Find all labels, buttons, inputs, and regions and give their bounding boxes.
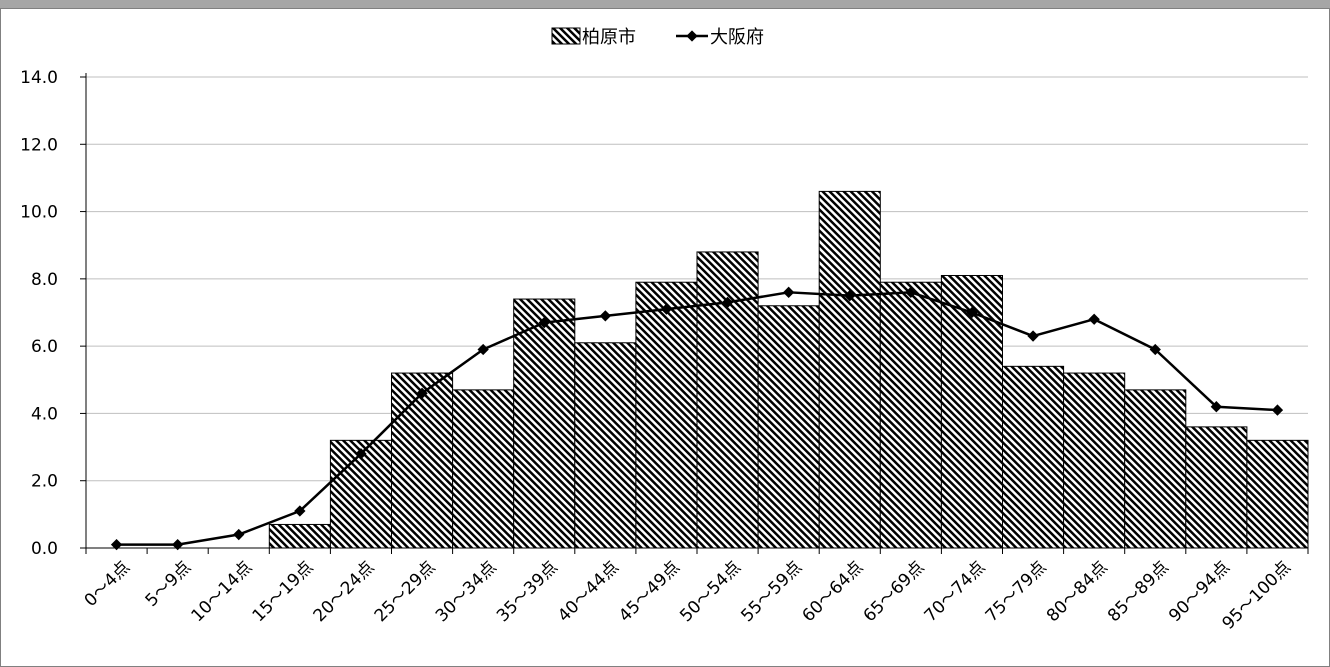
y-tick-label: 4.0 <box>31 404 58 424</box>
bar <box>1246 439 1309 549</box>
x-tick-label: 60～64点 <box>799 557 868 626</box>
x-tick-label: 65～69点 <box>860 557 929 626</box>
line-point <box>294 505 306 517</box>
line-point <box>782 286 795 298</box>
line-point <box>171 538 184 551</box>
line-point <box>1027 330 1039 342</box>
line-point <box>538 316 550 329</box>
bar <box>452 389 515 549</box>
bar <box>696 251 759 549</box>
line-point <box>1271 404 1284 416</box>
line-point <box>416 387 428 399</box>
x-tick-label: 10～14点 <box>188 557 257 626</box>
x-tick-label: 45～49点 <box>615 557 684 626</box>
legend-label-bar: 柏原市 <box>582 27 636 48</box>
bar <box>574 342 637 549</box>
x-tick-label: 55～59点 <box>737 557 806 626</box>
x-tick-label: 0～4点 <box>81 557 134 610</box>
line-point <box>1149 343 1161 356</box>
bar <box>513 298 576 549</box>
x-tick-label: 20～24点 <box>310 557 379 626</box>
line-point <box>233 528 245 541</box>
line-point <box>599 310 612 322</box>
bar <box>391 372 454 549</box>
legend: 柏原市 大阪府 <box>551 27 764 48</box>
x-tick-label: 75～79点 <box>982 557 1051 626</box>
line-point <box>721 296 734 309</box>
window-top-bar <box>0 0 1330 8</box>
x-tick-label: 25～29点 <box>371 557 440 626</box>
series-line <box>116 291 1278 546</box>
bar <box>1002 365 1065 549</box>
legend-label-line: 大阪府 <box>710 27 764 48</box>
x-tick-label: 70～74点 <box>921 557 990 626</box>
y-tick-label: 2.0 <box>31 472 58 492</box>
y-tick-label: 0.0 <box>31 539 58 559</box>
bar <box>1124 389 1187 549</box>
bar <box>635 281 698 549</box>
line-point <box>660 303 673 315</box>
x-tick-label: 35～39点 <box>493 557 562 626</box>
bar <box>268 523 331 549</box>
line-point <box>355 448 367 460</box>
x-tick-label: 40～44点 <box>554 557 623 626</box>
x-tick-label: 50～54点 <box>676 557 745 626</box>
x-tick-label: 85～89点 <box>1104 557 1173 626</box>
bar <box>1185 426 1248 549</box>
line-point <box>844 290 856 302</box>
x-tick-label: 5～9点 <box>142 557 195 610</box>
x-tick-label: 30～34点 <box>432 557 501 626</box>
legend-swatch-bar <box>551 27 581 45</box>
y-tick-label: 8.0 <box>31 270 58 290</box>
line-point <box>477 343 489 356</box>
line-point <box>966 306 978 319</box>
y-tick-label: 10.0 <box>20 203 58 223</box>
bar <box>818 190 881 549</box>
bar <box>757 305 820 549</box>
line-point <box>1210 401 1223 413</box>
x-tick-label: 80～84点 <box>1043 557 1112 626</box>
line-point <box>905 286 917 298</box>
x-tick-label: 15～19点 <box>249 557 318 626</box>
y-tick-label: 6.0 <box>31 337 58 357</box>
legend-swatch-marker <box>686 30 698 42</box>
line-point <box>110 538 123 551</box>
bar-series <box>268 190 1309 549</box>
bar <box>1063 372 1126 549</box>
y-tick-label: 12.0 <box>20 135 58 155</box>
bar <box>879 281 942 549</box>
line-point <box>1088 313 1100 325</box>
y-tick-label: 14.0 <box>20 68 58 88</box>
